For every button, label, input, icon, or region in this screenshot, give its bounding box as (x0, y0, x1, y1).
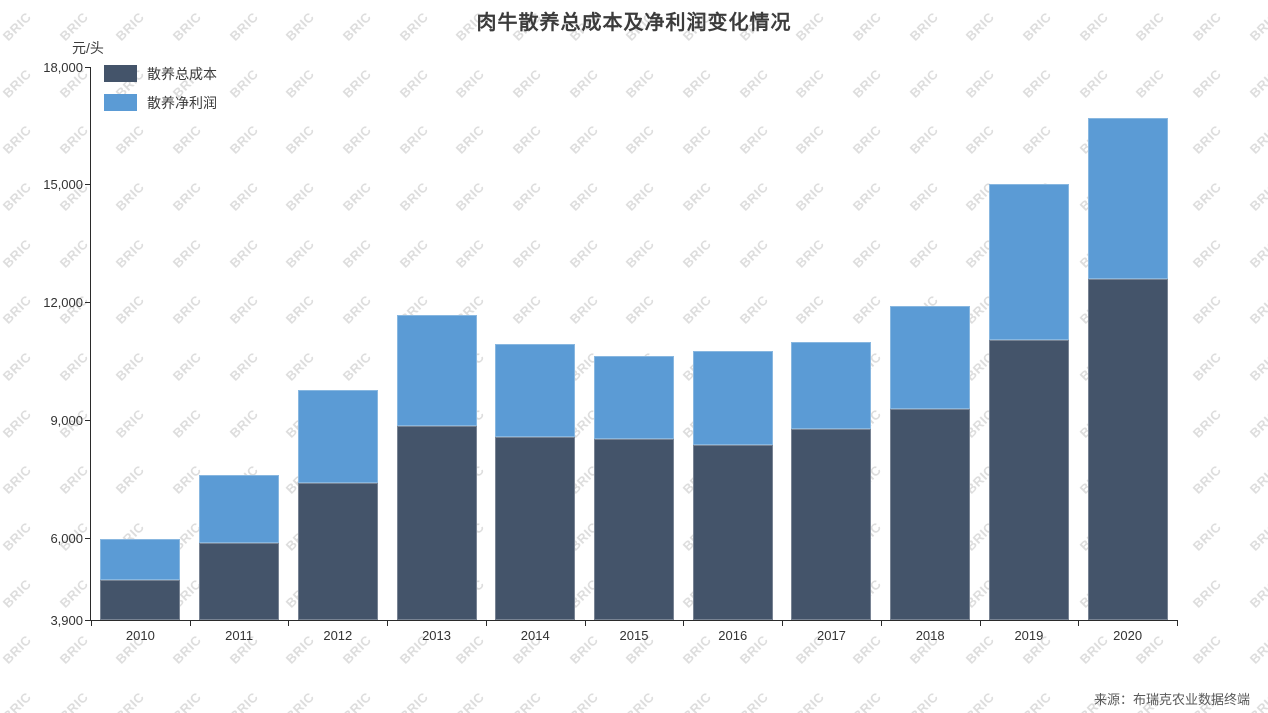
x-axis-label-2014: 2014 (520, 628, 550, 643)
bar-cost-2013 (396, 426, 477, 620)
y-axis-tick-label: 18,000 (43, 59, 83, 75)
bar-cost-2011 (199, 543, 280, 620)
legend-swatch-profit (104, 94, 137, 111)
x-axis-label-2012: 2012 (323, 628, 353, 643)
x-axis-tick (683, 621, 685, 626)
x-axis-tick (485, 621, 487, 626)
x-axis-label-2011: 2011 (225, 628, 254, 643)
x-axis-tick (782, 621, 784, 626)
x-axis-tick (880, 621, 882, 626)
y-axis-line (90, 66, 91, 621)
x-axis-label-2020: 2020 (1113, 628, 1143, 643)
chart-title: 肉牛散养总成本及净利润变化情况 (476, 12, 792, 34)
bar-profit-2012 (297, 390, 378, 483)
legend: 散养总成本 散养净利润 (104, 64, 217, 122)
x-axis-tick (288, 621, 290, 626)
x-axis-tick (387, 621, 389, 626)
bar-profit-2018 (890, 306, 971, 409)
x-axis-label-2016: 2016 (718, 628, 748, 643)
x-axis-label-2018: 2018 (915, 628, 945, 643)
bar-profit-2020 (1087, 118, 1168, 279)
x-axis-label-2015: 2015 (619, 628, 649, 643)
y-axis-tick-label: 15,000 (43, 177, 83, 193)
y-axis-tick-label: 12,000 (43, 295, 83, 311)
bar-cost-2014 (495, 437, 576, 620)
source-note: 来源：布瑞克农业数据终端 (1093, 692, 1250, 707)
x-axis-tick (584, 621, 586, 626)
y-axis-tick (85, 66, 90, 68)
legend-item-profit: 散养净利润 (104, 93, 217, 112)
bar-cost-2019 (988, 339, 1069, 620)
bar-cost-2020 (1087, 278, 1168, 620)
x-axis-tick (189, 621, 191, 626)
bar-cost-2012 (297, 482, 378, 620)
x-axis-label-2017: 2017 (816, 628, 846, 643)
bar-cost-2017 (791, 428, 872, 620)
y-axis-tick (85, 184, 90, 186)
legend-item-cost: 散养总成本 (104, 64, 217, 83)
bar-profit-2016 (692, 351, 773, 445)
bar-profit-2015 (594, 355, 674, 440)
bar-profit-2010 (100, 538, 181, 580)
bar-profit-2019 (988, 183, 1069, 340)
x-axis-tick (1078, 621, 1080, 626)
x-axis-tick (1177, 621, 1178, 626)
x-axis-label-2013: 2013 (422, 628, 451, 643)
y-axis-tick-label: 6,000 (50, 530, 83, 546)
x-axis-label-2010: 2010 (125, 628, 155, 643)
bar-profit-2014 (495, 344, 576, 438)
x-axis-tick (91, 621, 92, 626)
bar-profit-2011 (199, 475, 280, 544)
y-axis-tick (85, 419, 90, 421)
y-axis-tick (85, 620, 90, 621)
x-axis-line (90, 620, 1178, 621)
bar-profit-2013 (396, 315, 477, 427)
y-axis-tick (85, 302, 90, 304)
y-axis-tick (85, 537, 90, 539)
bar-cost-2018 (890, 408, 971, 620)
x-axis-tick (979, 621, 981, 626)
bar-cost-2015 (594, 439, 674, 620)
bar-profit-2017 (791, 342, 872, 429)
legend-swatch-cost (104, 65, 137, 82)
legend-label-profit: 散养净利润 (147, 94, 217, 111)
y-axis-tick-label: 3,900 (50, 613, 83, 628)
bar-cost-2016 (692, 444, 773, 620)
y-axis-tick-label: 9,000 (50, 412, 83, 428)
bar-cost-2010 (100, 579, 181, 620)
legend-label-cost: 散养总成本 (147, 65, 217, 82)
y-axis-unit-label: 元/头 (72, 40, 104, 56)
x-axis-label-2019: 2019 (1014, 628, 1044, 643)
